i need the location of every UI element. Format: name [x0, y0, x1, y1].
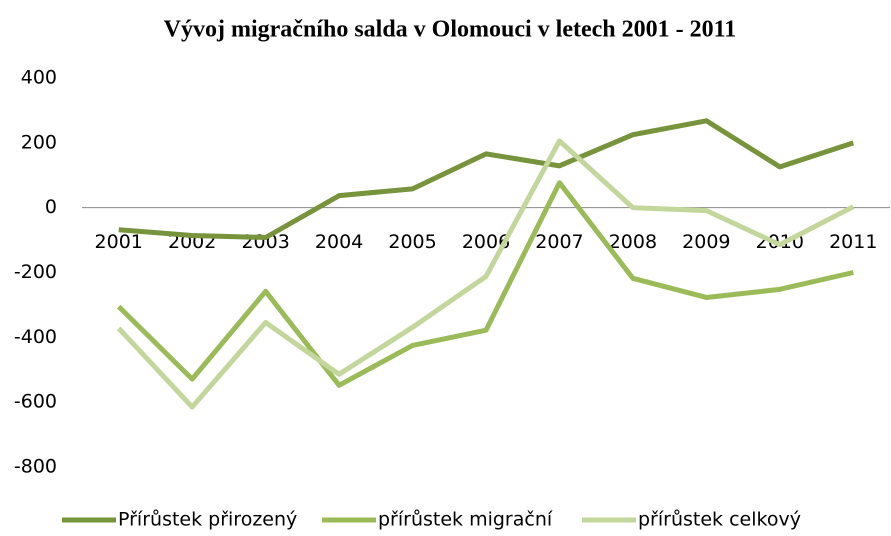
line-series [118, 118, 855, 240]
x-tick-label: 2001 [95, 231, 143, 253]
line-series [116, 180, 854, 388]
x-tick-label: 2006 [462, 231, 510, 253]
y-tick-label: 200 [21, 131, 57, 153]
legend-label: přírůstek migrační [378, 509, 553, 531]
y-tick-label: -400 [14, 326, 57, 348]
legend-label: přírůstek celkový [638, 509, 801, 531]
chart-title: Vývoj migračního salda v Olomouci v lete… [164, 17, 737, 43]
x-tick-label: 2004 [315, 231, 363, 253]
x-tick-label: 2009 [682, 231, 730, 253]
y-tick-label: -600 [14, 391, 57, 413]
x-tick-label: 2008 [609, 231, 657, 253]
x-tick-label: 2007 [535, 231, 583, 253]
y-tick-label: 400 [21, 67, 57, 89]
y-tick-label: 0 [45, 196, 57, 218]
x-tick-label: 2005 [388, 231, 436, 253]
y-tick-label: -800 [14, 456, 57, 478]
legend-label: Přírůstek přirozený [118, 509, 297, 531]
x-tick-label: 2011 [829, 231, 877, 253]
line-series [116, 138, 855, 410]
x-tick-label: 2003 [241, 231, 289, 253]
y-tick-label: -200 [14, 261, 57, 283]
